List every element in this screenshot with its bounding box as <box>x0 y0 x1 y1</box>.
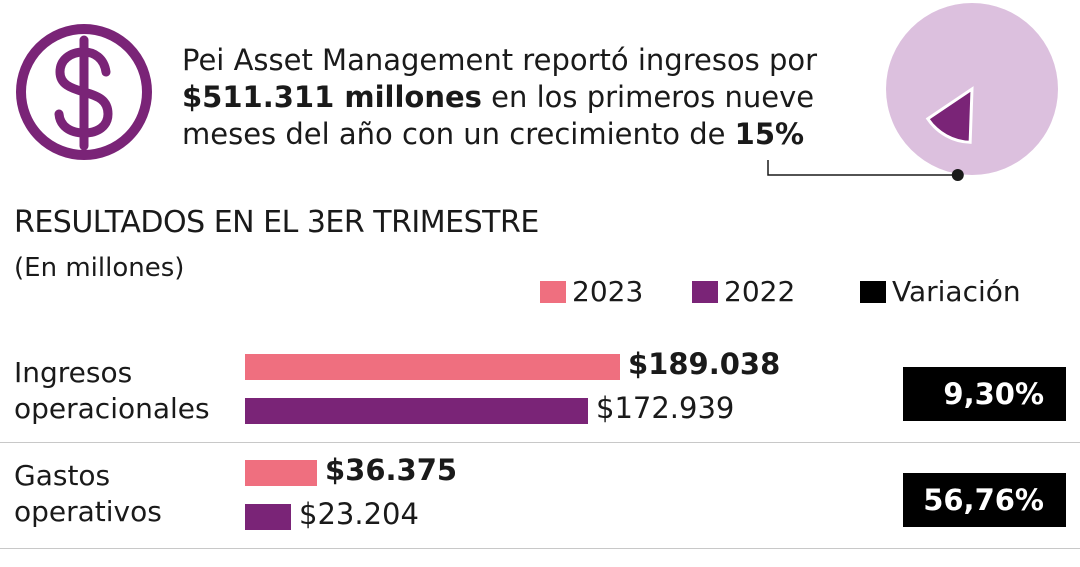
category-label-line: operacionales <box>14 392 210 425</box>
legend-label-2023: 2023 <box>572 275 644 308</box>
growth-pie-chart <box>767 3 1058 181</box>
intro-growth: 15% <box>734 117 805 151</box>
legend-item-2023: 2023 <box>540 275 643 308</box>
value-label-2023-ingresos: $189.038 <box>628 347 781 381</box>
legend-swatch-variation <box>860 280 886 303</box>
pie-leader-dot <box>951 169 964 181</box>
pie-leader-line <box>767 160 958 176</box>
intro-part-2: en los primeros nueve meses del año con … <box>182 80 815 151</box>
legend-swatch-2022 <box>692 280 718 303</box>
row-divider <box>0 442 1080 443</box>
legend-item-2022: 2022 <box>692 275 795 308</box>
category-label-line: Gastos <box>14 459 111 492</box>
value-label-2022-gastos: $23.204 <box>299 497 419 531</box>
row-divider <box>0 548 1080 549</box>
category-label-line: operativos <box>14 495 162 528</box>
chart-subtitle: (En millones) <box>14 253 185 283</box>
category-label-line: Ingresos <box>14 356 133 389</box>
intro-part-1: Pei Asset Management reportó ingresos po… <box>182 43 818 77</box>
pie-slice-growth <box>925 86 974 144</box>
legend-item-variation: Variación <box>860 275 1021 308</box>
legend-label-2022: 2022 <box>724 275 796 308</box>
value-label-2022-ingresos: $172.939 <box>596 391 735 425</box>
bar-2022-gastos <box>245 504 291 530</box>
intro-text: Pei Asset Management reportó ingresos po… <box>182 42 862 153</box>
category-label-gastos: Gastos operativos <box>14 458 162 530</box>
legend-label-variation: Variación <box>892 275 1021 308</box>
bar-2023-ingresos <box>245 354 620 380</box>
bar-2023-gastos <box>245 460 317 486</box>
dollar-circle-icon <box>16 24 152 160</box>
variation-badge-ingresos: 9,30% <box>903 367 1066 421</box>
chart-title: RESULTADOS EN EL 3ER TRIMESTRE <box>14 205 539 240</box>
category-label-ingresos: Ingresos operacionales <box>14 355 210 427</box>
value-label-2023-gastos: $36.375 <box>325 453 458 487</box>
bar-2022-ingresos <box>245 398 588 424</box>
intro-revenue: $511.311 millones <box>182 80 482 114</box>
variation-badge-gastos: 56,76% <box>903 473 1066 527</box>
legend-swatch-2023 <box>540 280 566 303</box>
